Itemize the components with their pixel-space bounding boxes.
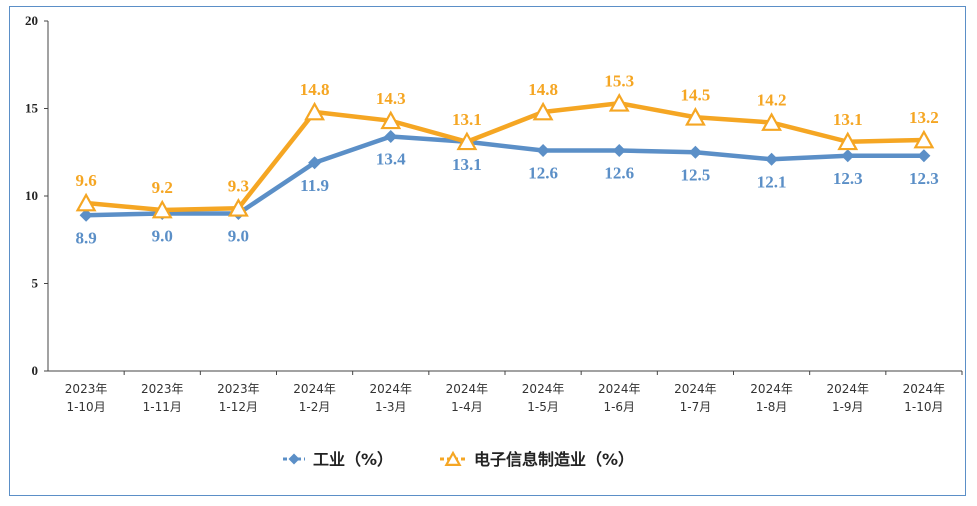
data-label-electronics: 14.8	[300, 80, 330, 99]
data-label-industry: 12.3	[909, 169, 939, 188]
x-tick-label: 2024年	[598, 382, 641, 396]
point-electronics	[913, 129, 935, 149]
point-electronics	[151, 199, 173, 219]
x-tick-label: 2024年	[522, 382, 565, 396]
data-label-industry: 13.4	[376, 150, 406, 169]
point-electronics	[380, 110, 402, 130]
point-electronics	[227, 197, 249, 217]
point-electronics	[684, 106, 706, 126]
point-industry	[765, 152, 779, 166]
data-label-electronics: 14.3	[376, 89, 406, 108]
chart-frame	[9, 6, 966, 496]
x-tick-label: 2024年	[293, 382, 336, 396]
series-line-industry	[86, 134, 924, 218]
x-tick-label: 1-6月	[603, 400, 635, 414]
data-label-electronics: 13.2	[909, 108, 939, 127]
data-label-electronics: 13.1	[833, 110, 863, 129]
series-line-electronics	[85, 101, 924, 213]
x-tick-label: 2024年	[446, 382, 489, 396]
point-industry	[536, 144, 550, 157]
y-tick-label: 10	[25, 188, 38, 203]
point-electronics	[75, 192, 97, 212]
data-label-industry: 9.0	[228, 227, 249, 246]
x-tick-label: 2024年	[826, 382, 869, 396]
x-tick-label: 1-5月	[527, 400, 559, 414]
y-tick-label: 20	[25, 13, 38, 28]
point-industry	[308, 156, 322, 170]
data-label-electronics: 14.8	[528, 80, 558, 99]
data-label-industry: 12.3	[833, 169, 863, 188]
y-tick-label: 15	[25, 101, 39, 116]
point-industry	[688, 145, 702, 159]
legend-marker-industry	[288, 453, 300, 465]
point-electronics	[608, 92, 630, 112]
x-tick-label: 1-10月	[904, 400, 943, 414]
legend-label-industry: 工业（%）	[313, 450, 393, 469]
point-electronics	[837, 131, 859, 151]
point-electronics	[456, 131, 478, 151]
legend-label-electronics: 电子信息制造业（%）	[474, 450, 634, 469]
y-tick-label: 5	[32, 276, 39, 291]
point-industry	[79, 208, 93, 222]
x-tick-label: 1-4月	[451, 400, 483, 414]
x-tick-label: 2023年	[141, 382, 184, 396]
x-tick-label: 1-11月	[143, 400, 182, 414]
x-tick-label: 1-2月	[299, 400, 331, 414]
x-tick-label: 2023年	[217, 382, 260, 396]
data-label-industry: 11.9	[300, 176, 329, 195]
data-label-industry: 12.6	[528, 164, 558, 183]
x-tick-label: 2024年	[750, 382, 793, 396]
x-tick-label: 2024年	[369, 382, 412, 396]
point-electronics	[532, 101, 554, 121]
data-label-industry: 13.1	[452, 155, 482, 174]
x-tick-label: 1-8月	[756, 400, 788, 414]
x-tick-label: 1-7月	[680, 400, 712, 414]
data-label-electronics: 14.5	[681, 85, 711, 104]
point-industry	[917, 149, 931, 163]
data-label-electronics: 13.1	[452, 110, 482, 129]
x-tick-label: 1-9月	[832, 400, 864, 414]
data-label-industry: 12.1	[757, 172, 787, 191]
x-tick-label: 1-10月	[66, 400, 105, 414]
x-tick-label: 1-3月	[375, 400, 407, 414]
x-tick-label: 2023年	[65, 382, 108, 396]
data-label-industry: 12.5	[681, 165, 711, 184]
point-electronics	[304, 101, 326, 121]
data-label-industry: 12.6	[604, 164, 634, 183]
data-label-electronics: 15.3	[604, 71, 634, 90]
point-industry	[612, 144, 626, 157]
point-industry	[384, 130, 398, 143]
point-electronics	[761, 112, 783, 131]
data-label-industry: 8.9	[75, 228, 96, 247]
x-tick-label: 2024年	[674, 382, 717, 396]
data-label-industry: 9.0	[152, 227, 173, 246]
legend-marker-electronics	[444, 450, 462, 466]
x-tick-label: 1-12月	[219, 400, 258, 414]
data-label-electronics: 9.3	[228, 176, 249, 195]
data-label-electronics: 14.2	[757, 91, 787, 110]
data-label-electronics: 9.6	[75, 171, 96, 190]
data-label-electronics: 9.2	[152, 178, 173, 197]
y-tick-label: 0	[32, 363, 39, 378]
x-tick-label: 2024年	[903, 382, 946, 396]
point-industry	[841, 149, 855, 163]
